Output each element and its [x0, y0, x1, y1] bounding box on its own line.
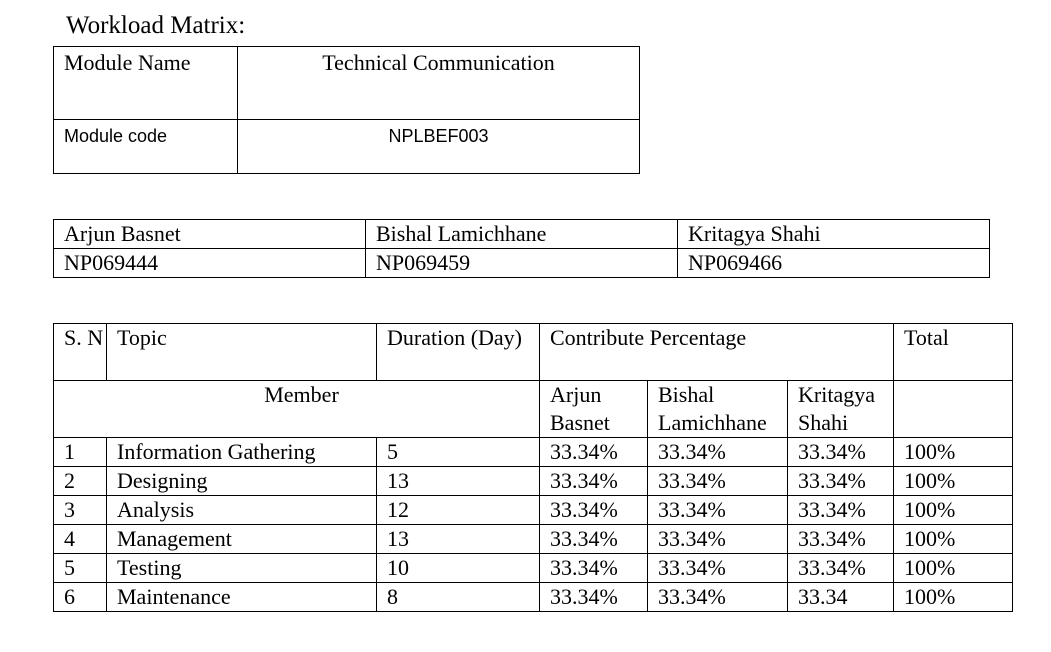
- members-name-row: Arjun Basnet Bishal Lamichhane Kritagya …: [53, 219, 990, 249]
- row-topic: Information Gathering: [106, 437, 377, 467]
- header-row: S. N Topic Duration (Day) Contribute Per…: [53, 323, 1014, 381]
- row-duration: 13: [376, 524, 540, 554]
- table-row: 4 Management 13 33.34% 33.34% 33.34% 100…: [53, 524, 1014, 554]
- row-p2: 33.34%: [647, 437, 788, 467]
- workload-table: S. N Topic Duration (Day) Contribute Per…: [53, 323, 1014, 612]
- member-name: Kritagya Shahi: [677, 219, 990, 249]
- row-total: 100%: [893, 553, 1014, 583]
- member2-header: Bishal Lamichhane: [647, 380, 788, 438]
- module-name-row: Module Name Technical Communication: [53, 46, 640, 120]
- sn-header: S. N: [53, 323, 107, 381]
- member-id: NP069459: [365, 248, 678, 278]
- total-header: Total: [893, 323, 1014, 381]
- row-p1: 33.34%: [539, 466, 648, 496]
- row-p2: 33.34%: [647, 582, 788, 612]
- row-topic: Designing: [106, 466, 377, 496]
- row-p3: 33.34%: [786, 495, 895, 525]
- member-id: NP069466: [677, 248, 990, 278]
- row-p2: 33.34%: [647, 466, 788, 496]
- table-row: 6 Maintenance 8 33.34% 33.34% 33.34 100%: [53, 582, 1014, 612]
- row-sn: 6: [53, 582, 107, 612]
- row-sn: 1: [53, 437, 107, 467]
- row-duration: 12: [376, 495, 540, 525]
- member-name: Arjun Basnet: [53, 219, 366, 249]
- module-code-row: Module code NPLBEF003: [53, 119, 640, 174]
- row-duration: 5: [376, 437, 540, 467]
- row-p1: 33.34%: [539, 437, 648, 467]
- row-total: 100%: [893, 582, 1014, 612]
- row-p3: 33.34%: [786, 524, 895, 554]
- member-id: NP069444: [53, 248, 366, 278]
- row-sn: 4: [53, 524, 107, 554]
- row-p3: 33.34%: [786, 466, 895, 496]
- table-row: 2 Designing 13 33.34% 33.34% 33.34% 100%: [53, 466, 1014, 496]
- member1-header: Arjun Basnet: [539, 380, 648, 438]
- row-p2: 33.34%: [647, 553, 788, 583]
- row-topic: Management: [106, 524, 377, 554]
- module-code-value: NPLBEF003: [237, 119, 640, 174]
- contribute-header: Contribute Percentage: [538, 323, 895, 381]
- row-sn: 3: [53, 495, 107, 525]
- row-p3: 33.34: [786, 582, 895, 612]
- row-p1: 33.34%: [539, 553, 648, 583]
- row-total: 100%: [893, 466, 1014, 496]
- member3-header: Kritagya Shahi: [786, 380, 895, 438]
- row-total: 100%: [893, 437, 1014, 467]
- table-row: 3 Analysis 12 33.34% 33.34% 33.34% 100%: [53, 495, 1014, 525]
- module-code-label: Module code: [53, 119, 238, 174]
- row-sn: 2: [53, 466, 107, 496]
- row-total: 100%: [893, 495, 1014, 525]
- duration-header: Duration (Day): [376, 323, 540, 381]
- row-duration: 13: [376, 466, 540, 496]
- module-name-label: Module Name: [53, 46, 238, 120]
- member-name: Bishal Lamichhane: [365, 219, 678, 249]
- table-row: 1 Information Gathering 5 33.34% 33.34% …: [53, 437, 1014, 467]
- subheader-row: Member Arjun Basnet Bishal Lamichhane Kr…: [53, 380, 1014, 438]
- row-p2: 33.34%: [647, 495, 788, 525]
- row-topic: Testing: [106, 553, 377, 583]
- members-table: Arjun Basnet Bishal Lamichhane Kritagya …: [53, 219, 990, 278]
- topic-header: Topic: [106, 323, 377, 381]
- row-p3: 33.34%: [786, 553, 895, 583]
- row-p3: 33.34%: [786, 437, 895, 467]
- row-p1: 33.34%: [539, 495, 648, 525]
- module-name-value: Technical Communication: [237, 46, 640, 120]
- row-duration: 10: [376, 553, 540, 583]
- row-sn: 5: [53, 553, 107, 583]
- row-duration: 8: [376, 582, 540, 612]
- total-subheader-empty: [893, 380, 1014, 438]
- row-topic: Analysis: [106, 495, 377, 525]
- table-row: 5 Testing 10 33.34% 33.34% 33.34% 100%: [53, 553, 1014, 583]
- row-p1: 33.34%: [539, 524, 648, 554]
- member-header: Member: [53, 380, 540, 438]
- row-p2: 33.34%: [647, 524, 788, 554]
- module-table: Module Name Technical Communication Modu…: [53, 46, 640, 174]
- row-total: 100%: [893, 524, 1014, 554]
- members-id-row: NP069444 NP069459 NP069466: [53, 248, 990, 278]
- row-topic: Maintenance: [106, 582, 377, 612]
- page-title: Workload Matrix:: [66, 12, 246, 39]
- row-p1: 33.34%: [539, 582, 648, 612]
